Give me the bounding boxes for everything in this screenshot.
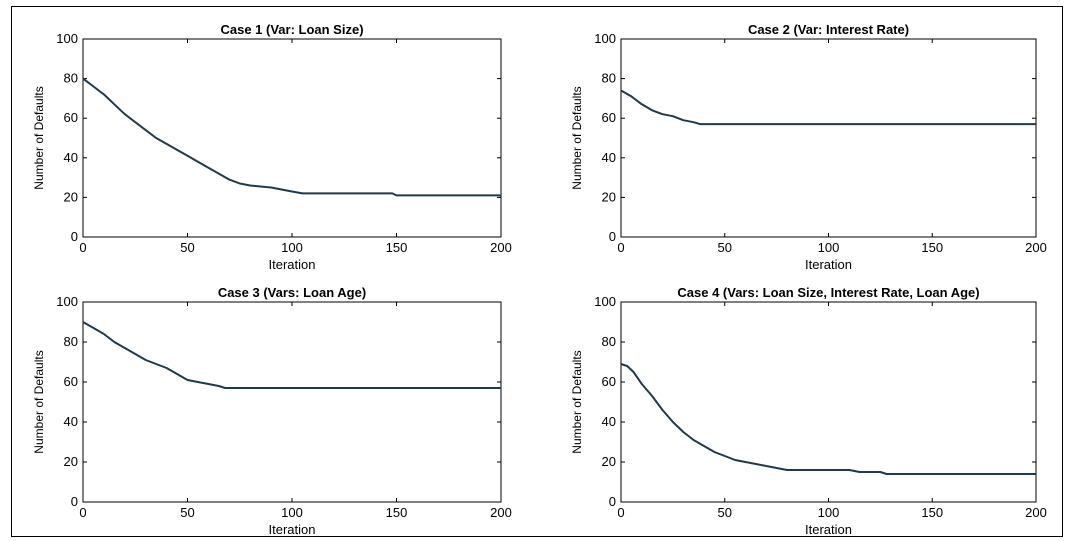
- y-tick-label: 20: [602, 189, 616, 204]
- x-tick-label: 100: [818, 505, 840, 520]
- y-tick-label: 40: [602, 150, 616, 165]
- y-tick-label: 100: [56, 31, 78, 46]
- x-tick-label: 100: [818, 240, 840, 255]
- y-tick-label: 100: [594, 294, 616, 309]
- y-tick-label: 100: [56, 294, 78, 309]
- x-axis-label: Iteration: [269, 257, 316, 272]
- x-tick-label: 50: [180, 505, 194, 520]
- x-tick-labels: 0 50 100 150 200: [617, 240, 1046, 255]
- plot-area: [82, 38, 502, 238]
- chart-panel-4: Case 4 (Vars: Loan Size, Interest Rate, …: [570, 285, 1047, 537]
- x-tick-label: 0: [617, 505, 624, 520]
- tick-marks: [82, 301, 502, 503]
- x-tick-label: 200: [1025, 505, 1047, 520]
- x-tick-labels: 0 50 100 150 200: [79, 240, 511, 255]
- y-tick-label: 20: [64, 189, 78, 204]
- tick-marks: [82, 38, 502, 238]
- x-tick-label: 50: [180, 240, 194, 255]
- x-tick-label: 0: [617, 240, 624, 255]
- x-tick-label: 150: [386, 240, 408, 255]
- y-tick-label: 0: [609, 229, 616, 244]
- series-line: [620, 363, 1036, 475]
- y-axis-label: Number of Defaults: [570, 86, 584, 189]
- x-tick-label: 200: [490, 505, 512, 520]
- y-tick-label: 80: [64, 71, 78, 86]
- x-axis-label: Iteration: [805, 522, 852, 537]
- chart-panel-1: Case 1 (Var: Loan Size) Iteration Number…: [32, 22, 512, 272]
- series-line: [620, 89, 1036, 126]
- y-tick-labels: 0 20 40 60 80 100: [56, 294, 78, 509]
- chart-title: Case 1 (Var: Loan Size): [220, 22, 363, 37]
- x-tick-label: 150: [921, 505, 943, 520]
- x-tick-label: 50: [718, 240, 732, 255]
- y-tick-labels: 0 20 40 60 80 100: [56, 31, 78, 244]
- y-tick-label: 100: [594, 31, 616, 46]
- y-tick-label: 20: [602, 454, 616, 469]
- y-axis-label: Number of Defaults: [570, 350, 584, 453]
- x-tick-label: 200: [490, 240, 512, 255]
- y-tick-label: 0: [71, 229, 78, 244]
- y-axis-label: Number of Defaults: [32, 86, 46, 189]
- y-tick-label: 80: [64, 334, 78, 349]
- x-tick-label: 100: [281, 505, 303, 520]
- y-tick-label: 60: [64, 374, 78, 389]
- tick-marks: [620, 38, 1037, 238]
- y-tick-label: 80: [602, 71, 616, 86]
- x-tick-label: 0: [79, 505, 86, 520]
- x-tick-label: 150: [386, 505, 408, 520]
- series-line: [82, 77, 501, 197]
- y-tick-label: 20: [64, 454, 78, 469]
- y-tick-label: 80: [602, 334, 616, 349]
- y-tick-label: 40: [602, 414, 616, 429]
- y-axis-label: Number of Defaults: [32, 350, 46, 453]
- y-tick-labels: 0 20 40 60 80 100: [594, 294, 616, 509]
- tick-marks: [620, 301, 1037, 503]
- x-axis-label: Iteration: [805, 257, 852, 272]
- plot-area: [82, 301, 502, 503]
- x-tick-labels: 0 50 100 150 200: [617, 505, 1046, 520]
- y-tick-labels: 0 20 40 60 80 100: [594, 31, 616, 244]
- chart-panel-2: Case 2 (Var: Interest Rate) Iteration Nu…: [570, 22, 1047, 272]
- y-tick-label: 60: [64, 110, 78, 125]
- x-tick-label: 0: [79, 240, 86, 255]
- y-tick-label: 0: [71, 494, 78, 509]
- x-tick-label: 50: [718, 505, 732, 520]
- x-axis-label: Iteration: [269, 522, 316, 537]
- y-tick-label: 40: [64, 414, 78, 429]
- chart-title: Case 4 (Vars: Loan Size, Interest Rate, …: [677, 285, 979, 300]
- x-tick-labels: 0 50 100 150 200: [79, 505, 511, 520]
- x-tick-label: 100: [281, 240, 303, 255]
- y-tick-label: 40: [64, 150, 78, 165]
- plot-area: [620, 38, 1037, 238]
- plot-area: [620, 301, 1037, 503]
- series-line: [82, 321, 501, 389]
- chart-title: Case 2 (Var: Interest Rate): [748, 22, 909, 37]
- x-tick-label: 200: [1025, 240, 1047, 255]
- x-tick-label: 150: [921, 240, 943, 255]
- y-tick-label: 60: [602, 110, 616, 125]
- y-tick-label: 0: [609, 494, 616, 509]
- figure-border: [11, 6, 1063, 537]
- chart-title: Case 3 (Vars: Loan Age): [218, 285, 366, 300]
- chart-panel-3: Case 3 (Vars: Loan Age) Iteration Number…: [32, 285, 512, 537]
- y-tick-label: 60: [602, 374, 616, 389]
